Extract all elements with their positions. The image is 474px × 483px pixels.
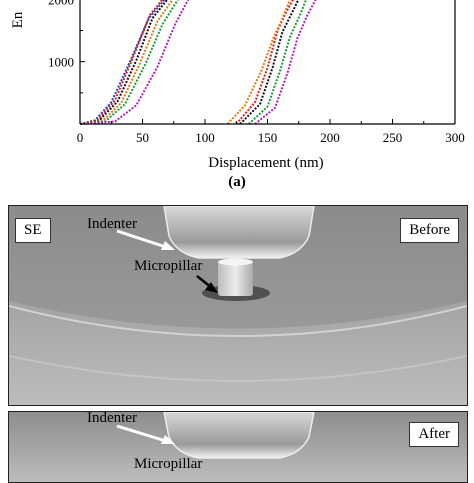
x-tick-label: 300 (445, 130, 465, 145)
series-line-2 (79, 0, 164, 125)
indenter-label-after: Indenter (87, 411, 137, 426)
displacement-chart: 0 50 100 150 200 250 300 1000 2000 En Displaceme… (10, 0, 465, 171)
x-tick-label: 200 (320, 130, 340, 145)
series-line-1 (79, 0, 166, 125)
micropillar-label: Micropillar (134, 258, 203, 274)
y-tick-label: 1000 (48, 55, 74, 70)
x-tick-label: 50 (136, 130, 149, 145)
y-tick-label: 2000 (48, 0, 74, 7)
sem-image-before: SE Before Indenter Micropillar (8, 205, 468, 406)
x-tick-label: 0 (77, 130, 84, 145)
series-line-10 (248, 0, 308, 125)
series-line-4 (79, 0, 174, 125)
x-tick-label: 150 (258, 130, 278, 145)
chart-ylabel: En (10, 11, 26, 28)
series-line-8 (239, 0, 300, 125)
series-line-5 (79, 0, 179, 125)
series-line-11 (254, 0, 317, 125)
chart-xlabel: Displacement (nm) (208, 155, 323, 171)
indenter-label: Indenter (87, 216, 137, 232)
x-tick-label: 250 (383, 130, 403, 145)
panel-a-label: (a) (228, 174, 246, 190)
series-line-7 (235, 0, 295, 125)
micropillar-label-after: Micropillar (134, 456, 203, 472)
x-tick-label: 100 (195, 130, 215, 145)
sem-state-after: After (409, 422, 459, 447)
sem-state-before: Before (400, 218, 459, 243)
series-line-9 (226, 0, 291, 125)
sem-before-graphic (9, 206, 467, 405)
sem-image-after: Indenter After Micropillar (8, 411, 468, 483)
series-line-6 (79, 0, 190, 125)
sem-after-graphic (9, 412, 467, 482)
sem-mode-label: SE (15, 218, 51, 243)
